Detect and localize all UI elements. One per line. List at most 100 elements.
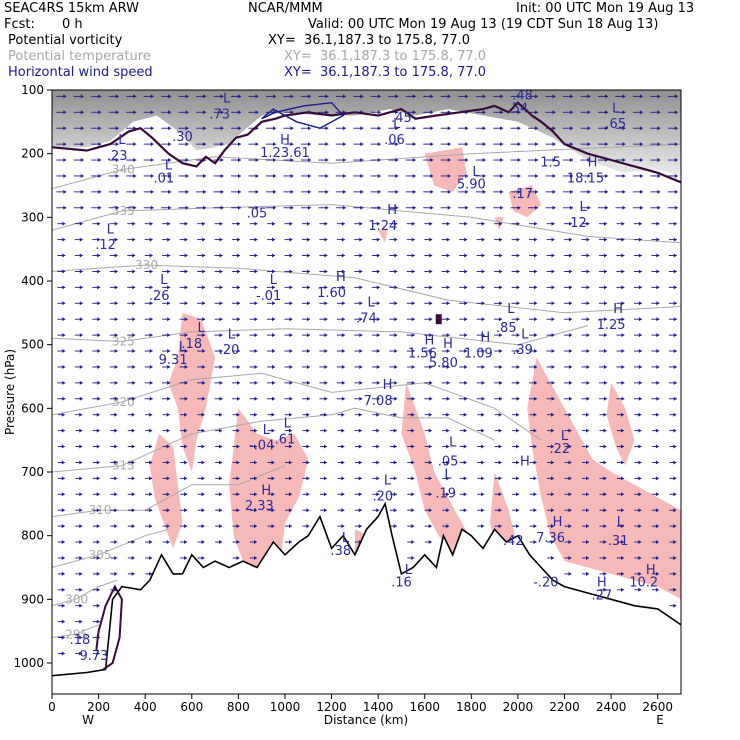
wind-arrow-head [61,476,65,481]
wind-arrow-head [167,380,171,385]
wind-arrow-head [587,126,591,131]
wind-arrow-head [255,189,259,194]
cloud-region [424,147,467,192]
wind-arrow-head [604,94,608,99]
wind-arrow-head [428,460,432,465]
wind-arrow-head [254,221,258,226]
wind-arrow-head [271,460,275,465]
wind-arrow-head [465,94,469,99]
pv-label: .16 [391,576,412,591]
wind-arrow-head [395,173,399,178]
wind-arrow-head [271,412,275,417]
wind-arrow-head [184,428,188,433]
wind-arrow-head [271,221,275,226]
wind-arrow-head [533,540,537,545]
wind-arrow-head [184,460,188,465]
isentrope-label: 305 [89,548,112,562]
wind-arrow-head [551,444,555,449]
wind-arrow-head [149,364,153,369]
wind-arrow-head [428,428,432,433]
wind-arrow-head [657,110,661,115]
wind-arrow-head [289,364,293,369]
wind-arrow-head [586,221,590,226]
wind-arrow-head [61,524,65,529]
wind-arrow-head [149,333,153,338]
wind-arrow-head [482,94,486,99]
wind-arrow-head [411,492,415,497]
wind-arrow-head [97,333,101,338]
wind-arrow-head [673,540,677,545]
wind-arrow-head [638,460,642,465]
wind-arrow-head [149,237,153,242]
wind-arrow-head [167,317,171,322]
wind-arrow-head [97,380,101,385]
pv-label: L [617,515,625,530]
wind-arrow-head [358,428,362,433]
wind-arrow-head [463,460,467,465]
wind-arrow-head [272,94,276,99]
wind-arrow-head [306,253,310,258]
y-axis-label: Pressure (hPa) [3,349,17,435]
wind-arrow-head [150,189,154,194]
valid-time: Valid: 00 UTC Mon 19 Aug 13 (19 CDT Sun … [308,17,659,32]
wind-arrow-head [359,317,363,322]
wind-arrow-head [306,396,310,401]
wind-arrow-head [657,205,661,210]
wind-arrow-head [604,173,608,178]
wind-arrow-head [534,253,538,258]
wind-arrow-head [289,349,293,354]
wind-arrow-head [638,492,642,497]
wind-arrow-head [62,221,66,226]
wind-arrow-head [149,540,153,545]
pv-label: -.04 [249,439,274,454]
wind-arrow-head [63,142,67,147]
wind-arrow-head [603,412,607,417]
wind-arrow-head [481,349,485,354]
wind-arrow-head [168,110,172,115]
wind-arrow-head [429,253,433,258]
wind-arrow-head [132,333,136,338]
wind-arrow-head [219,380,223,385]
wind-arrow-head [412,110,416,115]
wind-arrow-head [446,428,450,433]
cloud-region [149,433,183,549]
cloud-region [606,382,635,466]
legend-pv-field: Potential vorticity [8,33,123,48]
wind-arrow-head [516,380,520,385]
pv-label: H [443,337,453,352]
x-axis-label: Distance (km) [324,713,408,727]
legend-theta-field: Potential temperature [8,49,151,64]
wind-arrow-head [621,364,625,369]
wind-arrow-head [96,476,100,481]
wind-arrow-head [202,237,206,242]
wind-arrow-head [674,110,678,115]
wind-arrow-head [288,412,292,417]
wind-arrow-head [464,364,468,369]
wind-arrow-head [185,189,189,194]
wind-arrow-head [289,301,293,306]
wind-arrow-head [184,540,188,545]
wind-arrow-head [184,349,188,354]
wind-arrow-head [481,253,485,258]
cloud-region [508,185,542,218]
wind-arrow-head [149,508,153,513]
wind-arrow-head [237,317,241,322]
wind-arrow-head [97,269,101,274]
wind-arrow-head [290,189,294,194]
wind-arrow-head [341,269,345,274]
wind-arrow-head [481,333,485,338]
pv-label: .18 [70,633,91,648]
wind-arrow-head [570,110,574,115]
wind-arrow-head [395,205,399,210]
wind-arrow-head [288,444,292,449]
wind-arrow-head [481,317,485,322]
pv-label: L [561,429,569,444]
wind-arrow-head [534,317,538,322]
wind-arrow-head [464,380,468,385]
wind-arrow-head [639,205,643,210]
wind-arrow-head [131,460,135,465]
wind-arrow-head [133,189,137,194]
wind-arrow-head [534,364,538,369]
wind-arrow-head [587,205,591,210]
